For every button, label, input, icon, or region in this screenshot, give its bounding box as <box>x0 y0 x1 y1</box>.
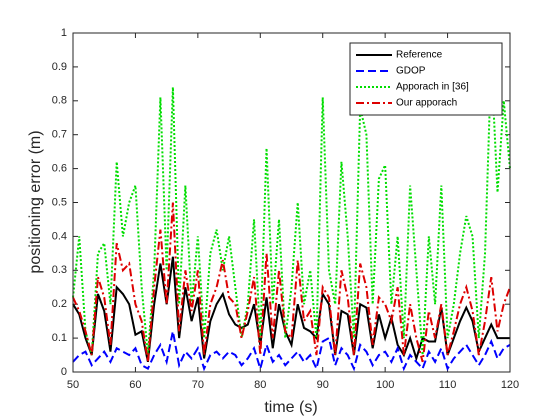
y-tick-label: 0.7 <box>52 129 67 141</box>
legend-label: GDOP <box>396 66 426 77</box>
y-tick-label: 0.6 <box>52 163 67 175</box>
x-axis-label: time (s) <box>264 399 317 416</box>
y-tick-label: 0.8 <box>52 95 67 107</box>
x-tick-label: 80 <box>254 379 266 391</box>
x-tick-label: 110 <box>439 379 457 391</box>
y-tick-label: 0.5 <box>52 196 67 208</box>
x-tick-label: 90 <box>317 379 329 391</box>
y-tick-label: 0.1 <box>52 332 67 344</box>
y-axis-label: positioning error (m) <box>27 130 44 273</box>
y-tick-label: 0 <box>61 366 67 378</box>
x-tick-label: 60 <box>129 379 141 391</box>
y-tick-label: 0.2 <box>52 298 67 310</box>
x-tick-label: 100 <box>376 379 394 391</box>
y-tick-label: 0.9 <box>52 61 67 73</box>
y-tick-label: 0.4 <box>52 230 67 242</box>
x-tick-label: 120 <box>501 379 519 391</box>
legend-label: Apporach in [36] <box>396 82 469 93</box>
y-tick-label: 0.3 <box>52 264 67 276</box>
legend-label: Our apporach <box>396 98 457 109</box>
series-line <box>72 331 511 373</box>
x-tick-label: 50 <box>67 379 79 391</box>
legend-label: Reference <box>396 50 443 61</box>
series-line <box>72 202 511 363</box>
plot-frame <box>72 32 511 373</box>
y-tick-label: 1 <box>61 27 67 39</box>
x-tick-label: 70 <box>192 379 204 391</box>
series-line <box>72 60 511 356</box>
